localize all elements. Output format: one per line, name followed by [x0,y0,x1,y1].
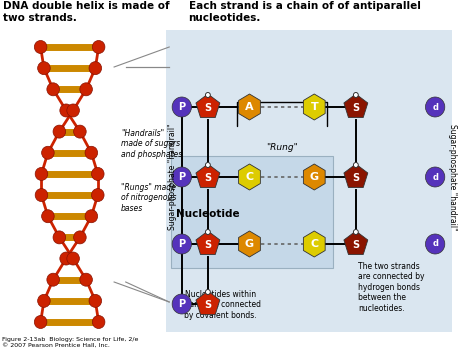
Circle shape [172,234,191,254]
Text: Each strand is a chain of of antiparallel
nucleotides.: Each strand is a chain of of antiparalle… [189,1,420,24]
Circle shape [53,125,65,138]
Circle shape [89,62,101,75]
Circle shape [67,252,80,265]
Circle shape [47,273,59,286]
Circle shape [73,231,86,244]
Text: C: C [246,172,254,182]
Text: Sugar-phosphate "handrail": Sugar-phosphate "handrail" [168,124,177,230]
Polygon shape [238,164,260,190]
Polygon shape [238,94,260,120]
Text: P: P [178,172,185,182]
Circle shape [91,167,104,180]
Circle shape [172,294,191,314]
Circle shape [37,62,50,75]
Text: d: d [432,173,438,181]
Text: d: d [432,102,438,111]
Text: T: T [310,102,318,112]
Circle shape [67,104,80,117]
Circle shape [60,104,73,117]
Polygon shape [196,94,220,118]
Circle shape [34,316,47,328]
Circle shape [426,234,445,254]
Circle shape [85,210,98,223]
Circle shape [35,167,48,180]
Text: A: A [245,102,254,112]
Circle shape [89,294,101,307]
Text: P: P [178,299,185,309]
Text: P: P [178,102,185,112]
Text: S: S [204,240,211,250]
Circle shape [354,230,358,235]
Circle shape [206,93,210,97]
Circle shape [42,210,54,223]
Circle shape [35,189,48,202]
Text: "Rungs" made
of nitrogenous
bases: "Rungs" made of nitrogenous bases [121,183,176,213]
Circle shape [73,125,86,138]
Polygon shape [344,231,368,254]
Text: C: C [310,239,319,249]
Text: Figure 2-13ab  Biology: Science for Life, 2/e
© 2007 Pearson Prentice Hall, Inc.: Figure 2-13ab Biology: Science for Life,… [2,337,138,348]
Text: Nucleotides within
strand are connected
by covalent bonds.: Nucleotides within strand are connected … [180,290,262,320]
Circle shape [34,41,47,54]
Text: G: G [245,239,254,249]
Circle shape [91,189,104,202]
FancyBboxPatch shape [171,156,333,268]
Circle shape [85,146,98,159]
Circle shape [92,41,105,54]
Text: Nucleotide: Nucleotide [176,209,240,219]
Text: S: S [352,240,359,250]
Text: DNA double helix is made of
two strands.: DNA double helix is made of two strands. [3,1,170,24]
Polygon shape [303,164,325,190]
Polygon shape [344,164,368,188]
Text: The two strands
are connected by
hydrogen bonds
between the
nucleotides.: The two strands are connected by hydroge… [358,262,424,313]
Text: S: S [204,173,211,183]
Polygon shape [303,231,325,257]
Text: G: G [310,172,319,182]
Circle shape [37,294,50,307]
Polygon shape [238,231,260,257]
Circle shape [206,230,210,235]
Polygon shape [303,94,325,120]
Polygon shape [196,231,220,254]
Circle shape [426,167,445,187]
Circle shape [47,83,59,96]
Circle shape [206,163,210,168]
Circle shape [92,316,105,328]
Text: S: S [352,103,359,113]
Text: "Rung": "Rung" [266,143,298,152]
Text: S: S [204,103,211,113]
Text: d: d [432,240,438,248]
Circle shape [172,167,191,187]
Polygon shape [196,164,220,188]
Polygon shape [196,291,220,315]
Circle shape [80,273,92,286]
Circle shape [53,231,65,244]
Circle shape [354,163,358,168]
Circle shape [426,97,445,117]
Text: P: P [178,239,185,249]
FancyBboxPatch shape [166,30,452,332]
Text: S: S [204,300,211,310]
Circle shape [42,146,54,159]
Text: Sugar-phosphate "handrail": Sugar-phosphate "handrail" [448,124,457,230]
Circle shape [80,83,92,96]
Circle shape [172,97,191,117]
Text: "Handrails"
made of sugars
and phosphates: "Handrails" made of sugars and phosphate… [121,129,182,159]
Circle shape [354,93,358,97]
Circle shape [60,252,73,265]
Text: S: S [352,173,359,183]
Polygon shape [344,94,368,118]
Circle shape [206,290,210,295]
